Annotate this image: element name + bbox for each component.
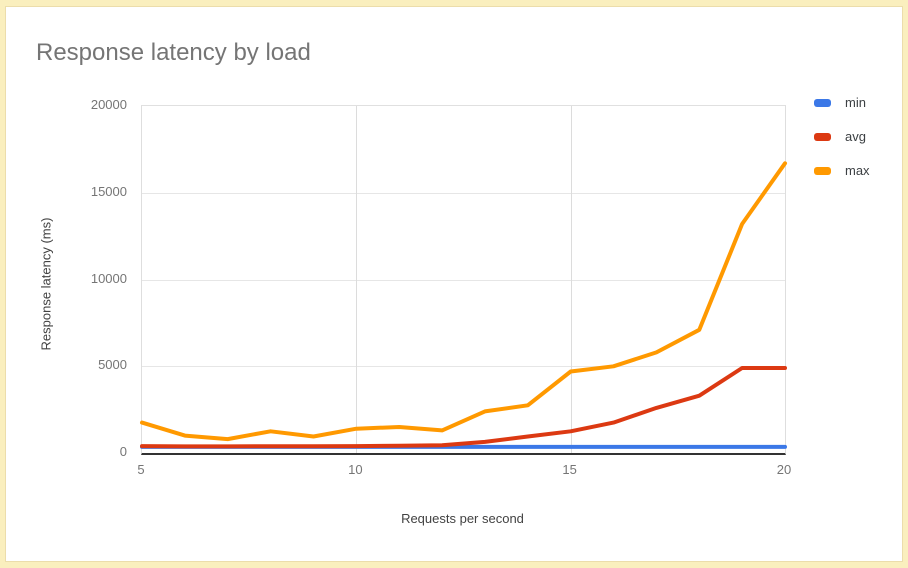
x-tick-label: 15 xyxy=(562,462,577,477)
chart-title: Response latency by load xyxy=(36,39,311,66)
series-canvas xyxy=(140,161,787,449)
legend-swatch-max xyxy=(814,167,831,175)
x-axis-title: Requests per second xyxy=(401,511,524,526)
y-axis-title: Response latency (ms) xyxy=(38,217,54,351)
legend-label-min: min xyxy=(845,95,866,110)
x-gridline xyxy=(570,106,572,453)
series-line-avg xyxy=(140,366,787,449)
y-gridline xyxy=(142,192,785,194)
x-tick-label: 10 xyxy=(348,462,363,477)
legend-label-avg: avg xyxy=(845,129,866,144)
plot-area xyxy=(140,105,787,455)
y-gridline xyxy=(142,279,785,281)
legend-swatch-min xyxy=(814,99,831,107)
y-tick-label: 20000 xyxy=(90,97,127,112)
legend-label-max: max xyxy=(845,163,870,178)
y-tick-label: 5000 xyxy=(98,357,127,373)
series-line-max xyxy=(140,161,787,442)
y-tick-label: 10000 xyxy=(90,270,127,286)
legend-item-min[interactable]: min xyxy=(814,93,870,113)
legend-item-max[interactable]: max xyxy=(814,161,870,181)
x-gridline xyxy=(356,106,358,453)
legend-item-avg[interactable]: avg xyxy=(814,127,870,147)
y-tick-label: 15000 xyxy=(90,183,127,199)
x-tick-label: 20 xyxy=(776,462,792,477)
legend-swatch-avg xyxy=(814,133,831,141)
y-gridline xyxy=(142,366,785,368)
legend: min avg max xyxy=(814,93,870,195)
x-tick-label: 5 xyxy=(137,462,145,477)
chart-card: Response latency by load Response latenc… xyxy=(5,6,903,562)
y-tick-label: 0 xyxy=(119,444,127,459)
